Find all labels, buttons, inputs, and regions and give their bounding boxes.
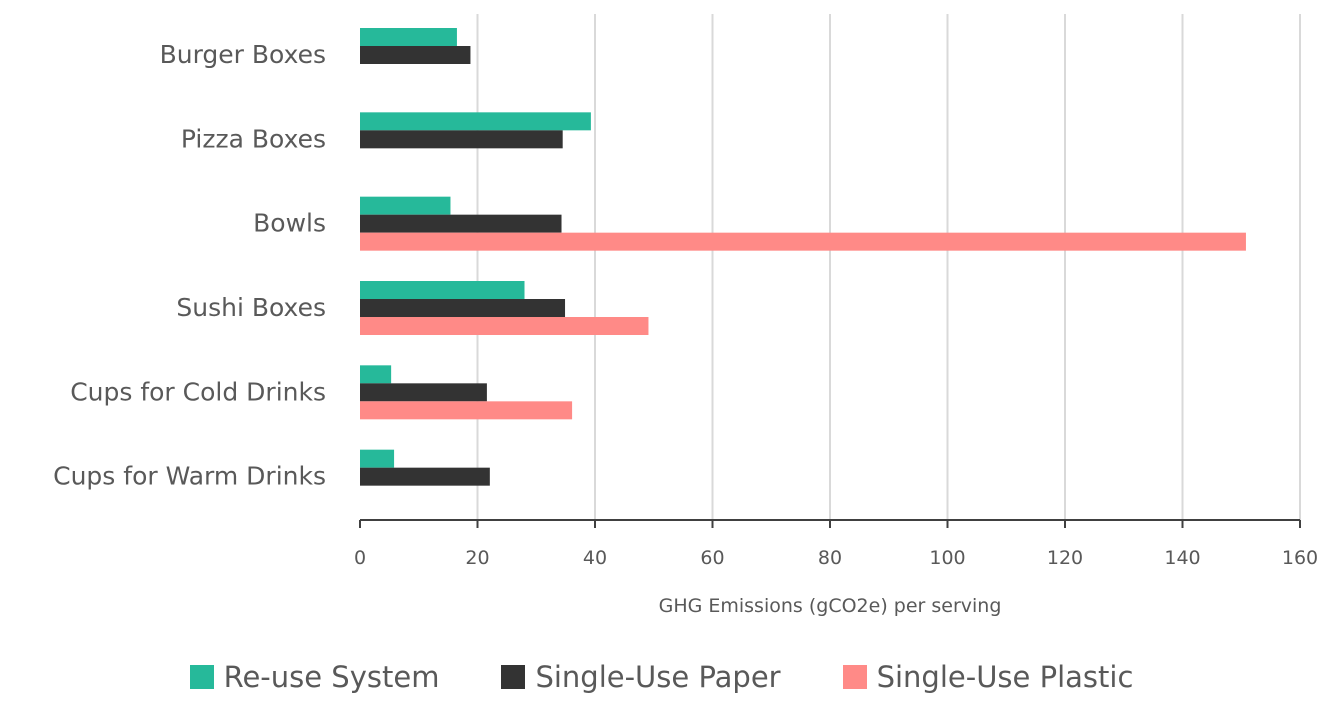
- bar-re-use-system-pizza-boxes: [360, 112, 591, 131]
- bar-single-use-plastic-sushi-boxes: [360, 317, 649, 335]
- legend-item-single-use-paper: Single-Use Paper: [501, 660, 781, 694]
- bar-single-use-paper-bowls: [360, 214, 562, 233]
- bar-single-use-paper-pizza-boxes: [360, 130, 563, 149]
- legend-swatch: [501, 665, 526, 689]
- x-tick-label: 60: [700, 547, 724, 569]
- x-axis-title: GHG Emissions (gCO2e) per serving: [659, 595, 1002, 617]
- legend-label: Re-use System: [223, 660, 440, 694]
- bars: [360, 28, 1246, 486]
- bar-re-use-system-cups-for-cold-drinks: [360, 365, 392, 384]
- x-tick-labels: 0 20 40 60 80 100 120 140 160: [354, 547, 1318, 569]
- category-label-burger-boxes: Burger Boxes: [160, 40, 326, 69]
- bar-single-use-paper-sushi-boxes: [360, 299, 566, 317]
- legend-label: Single-Use Paper: [535, 660, 781, 694]
- bar-single-use-paper-cups-for-warm-drinks: [360, 467, 490, 486]
- category-label-pizza-boxes: Pizza Boxes: [181, 124, 326, 153]
- legend-item-single-use-plastic: Single-Use Plastic: [842, 660, 1134, 694]
- legend-label: Single-Use Plastic: [876, 660, 1134, 694]
- x-tick-label: 100: [929, 547, 965, 569]
- gridlines: [476, 14, 1301, 520]
- category-labels: Burger Boxes Pizza Boxes Bowls Sushi Boxes C…: [53, 40, 326, 491]
- bar-single-use-plastic-cups-for-cold-drinks: [360, 401, 573, 420]
- category-label-bowls: Bowls: [253, 209, 326, 238]
- legend: Re-use System Single-Use Paper Single-Use …: [0, 660, 1323, 694]
- x-tick-label: 20: [465, 547, 489, 569]
- bar-single-use-plastic-bowls: [360, 232, 1246, 251]
- x-tick-label: 0: [354, 547, 366, 569]
- category-label-cups-for-cold-drinks: Cups for Cold Drinks: [70, 377, 326, 406]
- bar-re-use-system-bowls: [360, 196, 451, 215]
- x-axis: [359, 519, 1301, 528]
- x-tick-label: 40: [583, 547, 607, 569]
- category-label-sushi-boxes: Sushi Boxes: [176, 293, 326, 322]
- bar-re-use-system-cups-for-warm-drinks: [360, 449, 395, 468]
- bar-re-use-system-sushi-boxes: [360, 281, 525, 299]
- x-tick-label: 160: [1282, 547, 1318, 569]
- bar-chart: Burger Boxes Pizza Boxes Bowls Sushi Boxes C…: [53, 14, 1318, 617]
- x-tick-label: 140: [1164, 547, 1200, 569]
- bar-re-use-system-burger-boxes: [360, 28, 457, 46]
- category-label-cups-for-warm-drinks: Cups for Warm Drinks: [53, 462, 326, 491]
- legend-swatch: [842, 665, 867, 689]
- bar-single-use-paper-cups-for-cold-drinks: [360, 383, 487, 402]
- legend-swatch: [189, 665, 214, 689]
- x-tick-label: 80: [818, 547, 842, 569]
- bar-single-use-paper-burger-boxes: [360, 46, 471, 64]
- x-tick-label: 120: [1047, 547, 1083, 569]
- legend-item-re-use-system: Re-use System: [189, 660, 440, 694]
